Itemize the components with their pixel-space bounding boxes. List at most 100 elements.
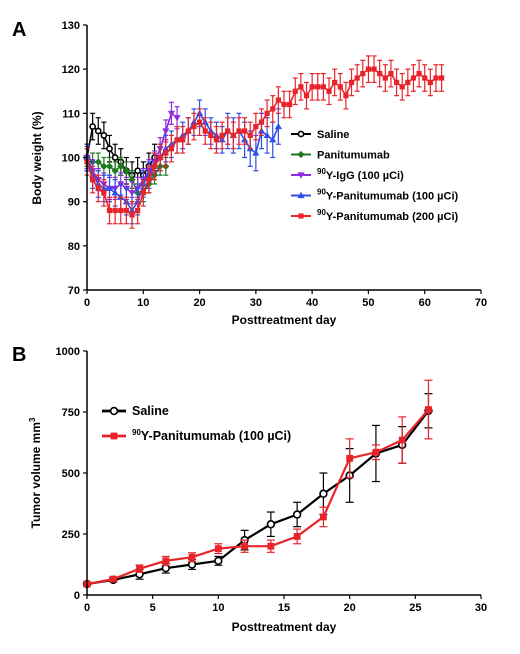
panel-a-x-tick-label: 60 — [419, 297, 431, 309]
panel-a-data-point — [399, 84, 405, 90]
panel-a-legend-item: Saline — [291, 129, 349, 141]
panel-a-data-point — [365, 66, 372, 72]
panel-a-legend-label-text: Y-Panitumumab (100 µCi) — [326, 191, 459, 203]
panel-b-x-tick-label: 0 — [84, 602, 90, 614]
panel-a-legend-label-text: Y-IgG (100 µCi) — [326, 170, 404, 182]
panel-a-data-point — [264, 110, 270, 116]
panel-a-data-point — [94, 127, 102, 135]
panel-a-legend-swatch-marker — [297, 150, 305, 159]
panel-a-data-point — [111, 167, 119, 175]
panel-a-data-point — [298, 84, 304, 90]
panel-b-x-axis-title: Posttreatment day — [232, 620, 337, 634]
panel-b-data-point — [188, 553, 196, 561]
panel-a-data-point — [253, 123, 259, 130]
panel-a-data-point — [105, 184, 114, 192]
panel-a-y-tick-label: 130 — [62, 20, 80, 32]
panel-a-data-point — [106, 145, 113, 153]
panel-a-data-point — [129, 212, 135, 218]
panel-a-series — [83, 55, 445, 229]
panel-a-data-point — [337, 84, 343, 90]
panel-a-data-point — [106, 207, 113, 214]
panel-a-data-point — [128, 190, 136, 197]
panel-a-data-point — [433, 75, 439, 81]
panel-a-data-point — [111, 189, 119, 196]
panel-a-data-point — [274, 122, 282, 130]
panel-a-data-point — [105, 162, 114, 170]
panel-b-y-axis-title-main: Tumor volume mm — [29, 422, 43, 528]
panel-a-data-point — [89, 123, 97, 130]
panel-b-data-point — [109, 575, 117, 583]
panel-a-data-point — [416, 70, 422, 77]
panel-b-y-axis-title: Tumor volume mm3 — [28, 417, 43, 528]
panel-a-data-point — [122, 167, 130, 175]
panel-a-data-point — [174, 137, 180, 143]
panel-a-legend-label-text: Y-Panitumumab (200 µCi) — [326, 211, 459, 223]
panel-a-data-point — [151, 163, 158, 169]
panel-b-data-point — [266, 520, 276, 529]
panel-a-data-point — [213, 137, 220, 143]
panel-a-y-tick-label: 70 — [68, 285, 80, 297]
panel-a-data-point — [309, 84, 315, 90]
panel-a-data-point — [247, 132, 253, 139]
panel-a-data-point — [287, 101, 293, 108]
panel-a-x-tick-label: 10 — [137, 297, 149, 309]
panel-b-data-point — [398, 436, 406, 444]
panel-a-data-point — [405, 79, 411, 86]
panel-b-legend-label-text: Y-Panitumumab (100 µCi) — [141, 429, 291, 443]
panel-b-y-tick-label: 0 — [74, 590, 80, 602]
panel-a-legend-label: 90Y-Panitumumab (100 µCi) — [317, 188, 458, 203]
panel-a-data-point — [100, 132, 108, 139]
panel-a-data-point — [343, 93, 349, 99]
panel-a-y-tick-label: 120 — [62, 64, 80, 76]
panel-a-data-point — [191, 123, 197, 130]
panel-a-legend-label: 90Y-Panitumumab (200 µCi) — [317, 208, 458, 223]
panel-b-data-point — [346, 454, 354, 462]
panel-a-legend-label-sup: 90 — [317, 167, 326, 176]
panel-b-x-tick-label: 15 — [278, 602, 290, 614]
panel-a-data-point — [393, 79, 400, 86]
panel-a-data-point — [95, 185, 101, 192]
panel-a-data-point — [292, 88, 298, 94]
panel-b-x-tick-label: 20 — [344, 602, 356, 614]
panel-a-data-point — [162, 128, 170, 135]
panel-b-y-tick-label: 250 — [62, 529, 80, 541]
panel-a-data-point — [320, 84, 326, 90]
panel-a-data-point — [225, 128, 231, 134]
panel-a-x-tick-label: 40 — [306, 297, 318, 309]
panel-b-x-tick-label: 30 — [475, 602, 487, 614]
panel-b-data-point — [425, 406, 432, 413]
panel-a-data-point — [252, 149, 260, 156]
panel-a-data-point — [263, 131, 271, 139]
panel-b-data-point — [214, 556, 223, 566]
panel-a-data-point — [112, 207, 118, 214]
panel-a-data-point — [360, 70, 366, 77]
panel-b: B 0 5 10 15 20 25 30 0 250 500 750 1000 Posttreatm… — [12, 344, 487, 634]
panel-a-data-point — [168, 146, 175, 152]
panel-a-legend-swatch-marker — [297, 130, 305, 138]
panel-b-series-0 — [82, 393, 433, 589]
panel-a-data-point — [303, 93, 310, 99]
panel-b-data-point — [241, 542, 248, 550]
panel-a-y-tick-label: 100 — [62, 153, 80, 165]
panel-a-data-point — [163, 150, 169, 156]
panel-b-x-ticks: 0 5 10 15 20 25 30 — [84, 595, 487, 614]
panel-a-data-point — [242, 128, 248, 134]
panel-a-data-point — [117, 162, 125, 170]
panel-a-data-point — [382, 75, 388, 81]
panel-a-data-point — [427, 79, 433, 86]
panel-a-x-tick-label: 0 — [84, 297, 90, 309]
panel-a-data-point — [219, 132, 225, 139]
panel-b-series-line — [86, 408, 430, 586]
panel-a-legend-swatch-marker — [297, 172, 305, 179]
panel-a: A 0 10 20 30 40 50 60 70 70 80 90 100 110 120 130 Pos… — [12, 19, 487, 327]
panel-b-legend-item: 90Y-Panitumumab (100 µCi) — [102, 428, 291, 443]
panel-b-y-tick-label: 1000 — [56, 346, 80, 358]
panel-b-legend-label: Saline — [132, 404, 169, 418]
panel-a-x-tick-label: 50 — [362, 297, 374, 309]
panel-a-data-point — [146, 176, 152, 183]
panel-a-y-ticks: 70 80 90 100 110 120 130 — [62, 20, 87, 297]
panel-a-legend-swatch-marker — [297, 191, 305, 199]
panel-a-data-point — [371, 66, 377, 72]
panel-a-data-point — [100, 162, 108, 170]
